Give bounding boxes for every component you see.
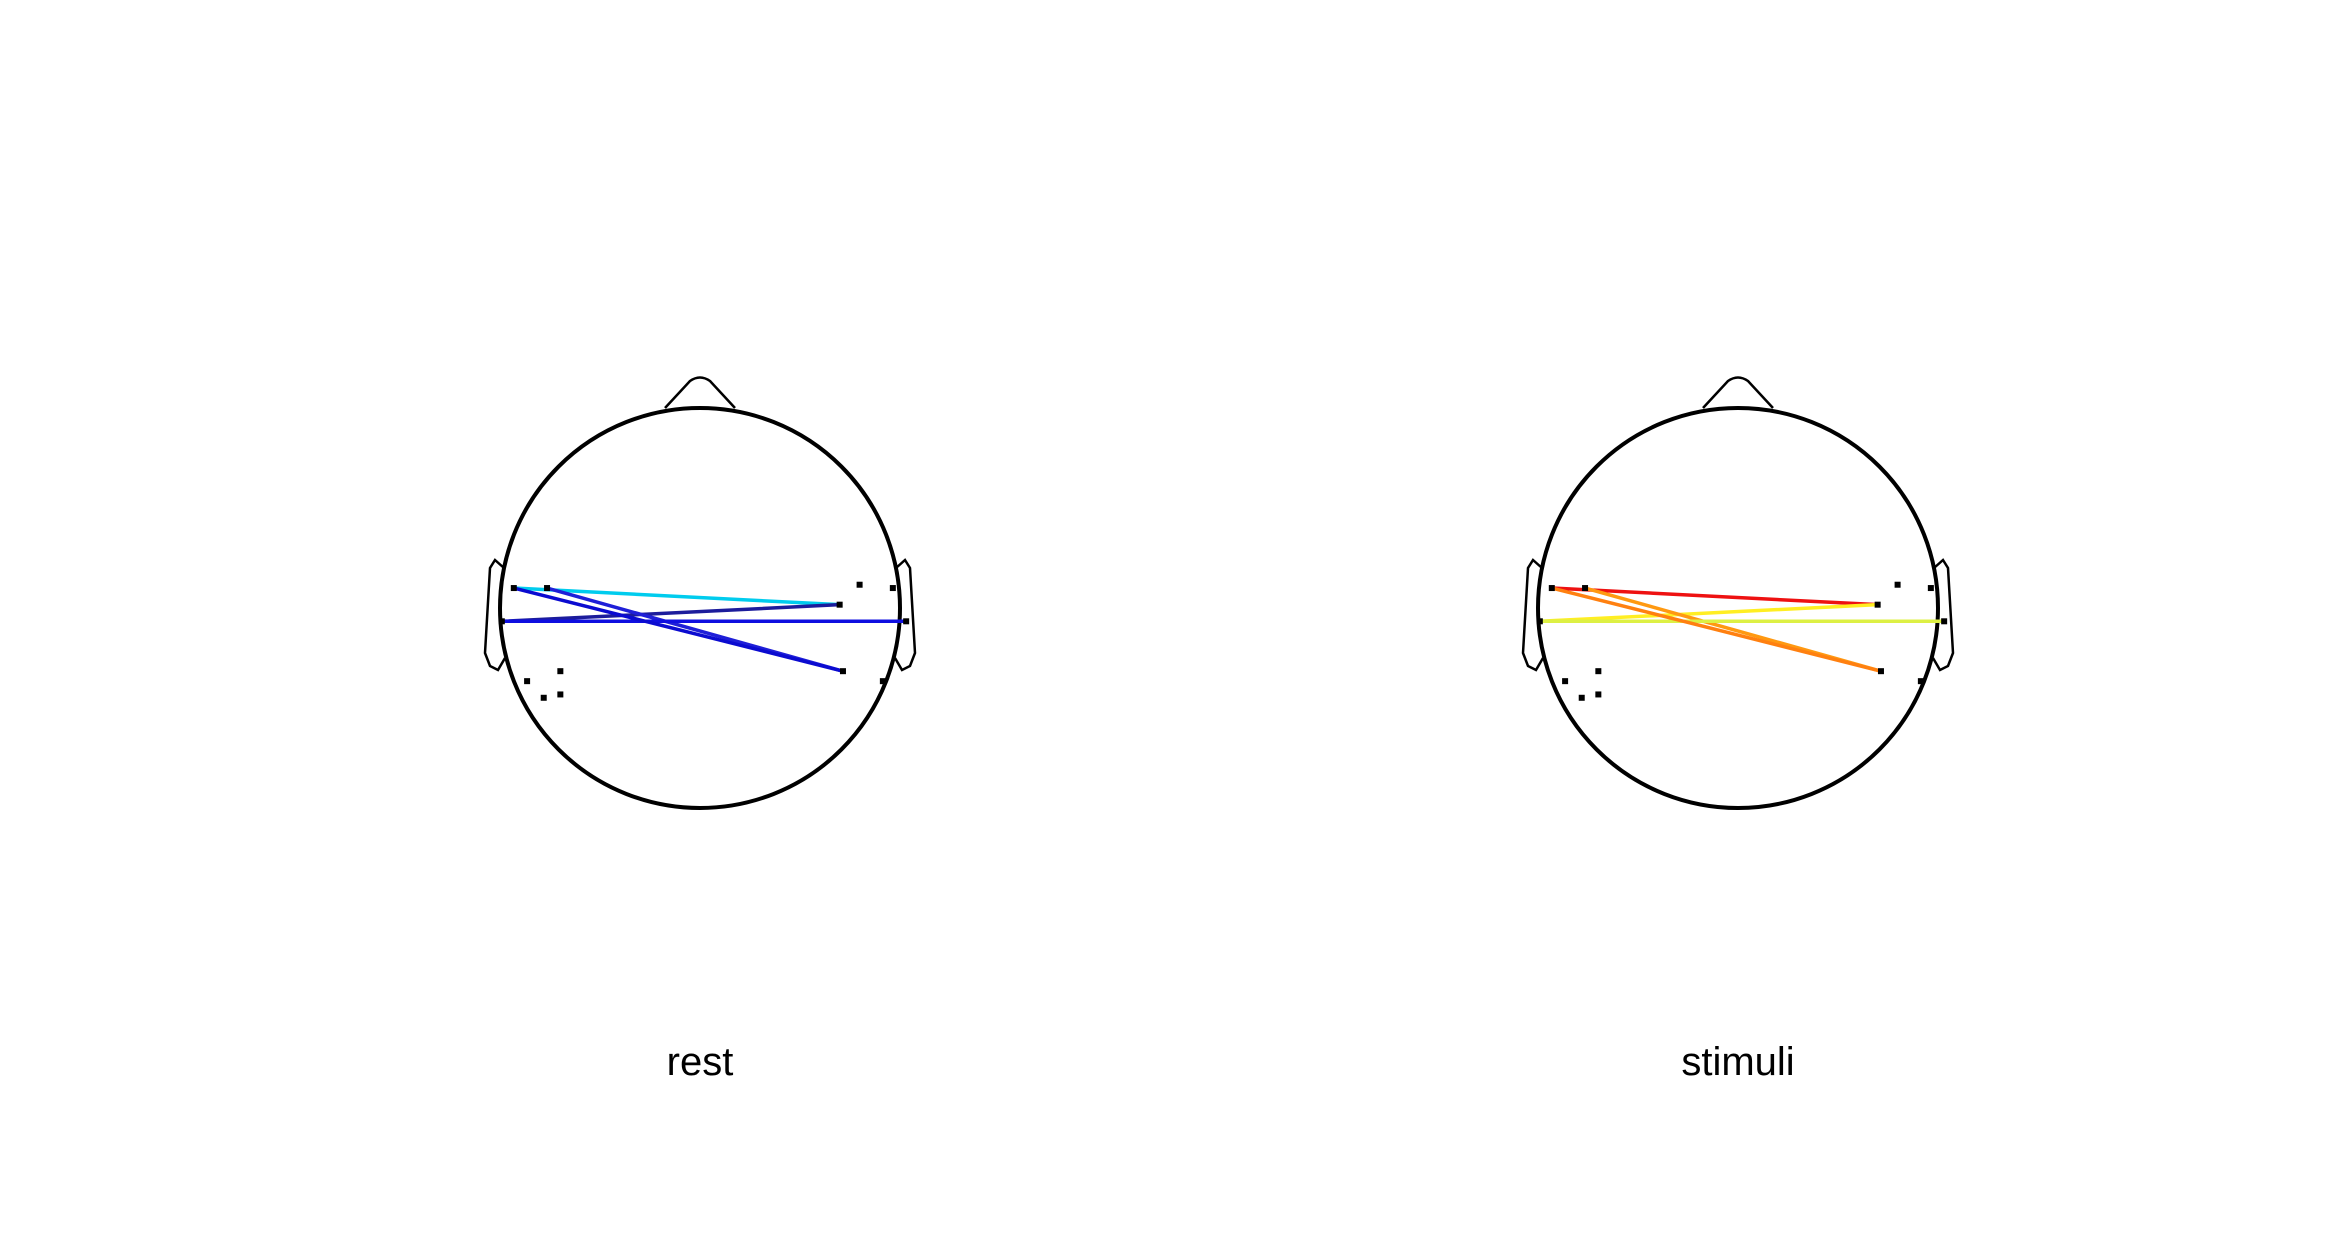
- sensor-marker: [1894, 581, 1901, 588]
- connection-line: [1550, 586, 1880, 607]
- sensor-marker: [1877, 668, 1884, 675]
- head-outline: [1536, 406, 1940, 810]
- nose: [664, 376, 736, 409]
- right-ear: [893, 558, 917, 672]
- sensor-marker: [1595, 668, 1602, 675]
- sensor-marker: [1874, 601, 1881, 608]
- panel-label-stimuli: stimuli: [1681, 1040, 1795, 1084]
- rest-head-plot: [483, 376, 917, 810]
- sensor-marker: [1582, 585, 1589, 592]
- sensor-marker: [889, 585, 896, 592]
- sensor-marker: [1536, 618, 1543, 625]
- sensor-marker: [836, 601, 843, 608]
- left-ear: [483, 558, 507, 672]
- sensor-marker: [498, 618, 505, 625]
- sensor-marker: [544, 585, 551, 592]
- connection-line: [512, 586, 842, 607]
- connection-line: [500, 602, 842, 624]
- sensor-marker: [524, 678, 531, 685]
- sensor-marker: [856, 581, 863, 588]
- connection-line: [1550, 586, 1883, 673]
- sensor-marker: [540, 694, 547, 701]
- sensor-marker: [1941, 618, 1948, 625]
- sensor-marker: [1917, 678, 1924, 685]
- sensor-marker: [879, 678, 886, 685]
- sensor-marker: [903, 618, 910, 625]
- sensor-marker: [1595, 691, 1602, 698]
- sensor-marker: [510, 585, 517, 592]
- connection-line: [1538, 602, 1880, 624]
- stimuli-head-plot: [1521, 376, 1955, 810]
- head-outline: [498, 406, 902, 810]
- sensor-marker: [1578, 694, 1585, 701]
- sensor-marker: [1548, 585, 1555, 592]
- sensor-marker: [1927, 585, 1934, 592]
- sensor-marker: [557, 691, 564, 698]
- sensor-marker: [557, 668, 564, 675]
- nose: [1702, 376, 1774, 409]
- left-ear: [1521, 558, 1545, 672]
- right-ear: [1931, 558, 1955, 672]
- panel-label-rest: rest: [666, 1040, 734, 1084]
- sensor-marker: [1562, 678, 1569, 685]
- sensor-marker: [839, 668, 846, 675]
- connection-line: [512, 586, 845, 673]
